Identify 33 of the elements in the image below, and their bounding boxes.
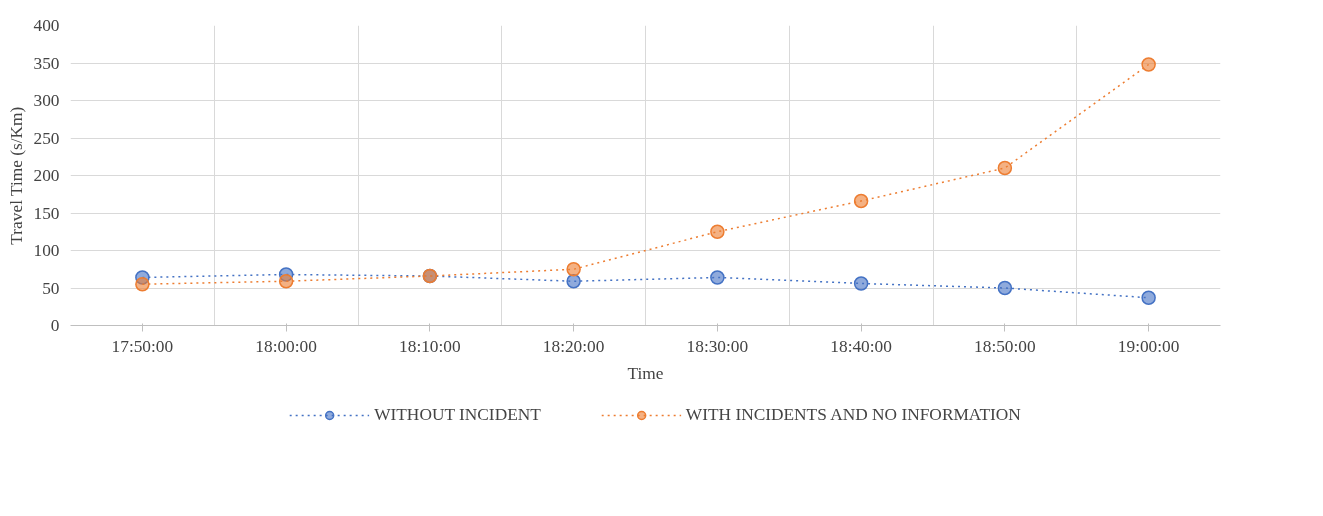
point <box>566 262 581 277</box>
legend-label: WITH INCIDENTS AND NO INFORMATION <box>685 405 1021 425</box>
x-tick-label: 18:30:00 <box>686 336 749 356</box>
y-tick-label: 100 <box>33 241 60 260</box>
point <box>710 224 725 239</box>
x-tick-label: 18:00:00 <box>255 336 317 356</box>
y-tick-label: 200 <box>33 166 60 185</box>
y-tick-label: 150 <box>33 203 60 223</box>
y-axis-title: Travel Time (s/Km) <box>6 106 26 245</box>
point <box>853 276 869 291</box>
x-tick-label: 18:20:00 <box>542 336 605 356</box>
point <box>997 280 1013 296</box>
y-tick-label: 0 <box>50 316 60 335</box>
point <box>710 270 725 285</box>
point <box>135 277 150 292</box>
x-tick-label: 17:50:00 <box>111 336 174 356</box>
point <box>1141 290 1156 305</box>
x-tick-label: 18:50:00 <box>974 336 1036 356</box>
y-tick-label: 350 <box>33 53 60 73</box>
y-tick-label: 300 <box>33 91 60 110</box>
x-tick-label: 18:10:00 <box>399 336 461 356</box>
point <box>566 274 581 289</box>
x-tick-label: 19:00:00 <box>1117 336 1180 356</box>
legend-label: WITHOUT INCIDENT <box>374 405 541 425</box>
y-tick-label: 50 <box>42 278 60 298</box>
y-tick-label: 400 <box>33 16 60 35</box>
x-axis-title: Time <box>627 363 664 383</box>
point <box>1141 57 1156 72</box>
y-tick-label: 250 <box>33 128 60 148</box>
point <box>853 193 869 209</box>
point <box>997 160 1013 176</box>
x-tick-label: 18:40:00 <box>830 336 892 356</box>
point <box>278 274 294 289</box>
